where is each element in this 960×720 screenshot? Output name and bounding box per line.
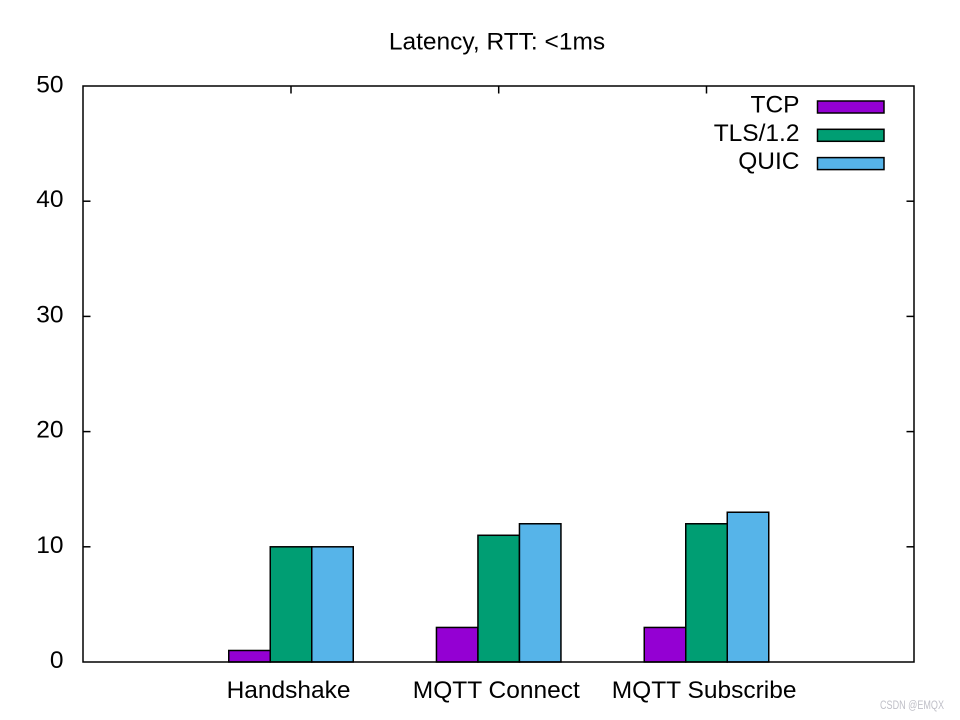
svg-text:QUIC: QUIC xyxy=(738,148,799,175)
svg-text:20: 20 xyxy=(36,417,63,444)
svg-text:TCP: TCP xyxy=(751,92,800,119)
svg-text:MQTT Connect: MQTT Connect xyxy=(413,677,580,704)
svg-text:50: 50 xyxy=(36,72,63,99)
svg-text:CSDN @EMQX: CSDN @EMQX xyxy=(880,700,944,712)
svg-text:0: 0 xyxy=(50,647,64,674)
svg-text:Handshake: Handshake xyxy=(227,677,351,704)
svg-text:10: 10 xyxy=(36,532,63,559)
svg-text:Latency, RTT: <1ms: Latency, RTT: <1ms xyxy=(389,29,605,56)
svg-text:30: 30 xyxy=(36,301,63,328)
svg-text:TLS/1.2: TLS/1.2 xyxy=(714,120,800,147)
svg-text:40: 40 xyxy=(36,186,63,213)
svg-text:MQTT Subscribe: MQTT Subscribe xyxy=(612,677,797,704)
